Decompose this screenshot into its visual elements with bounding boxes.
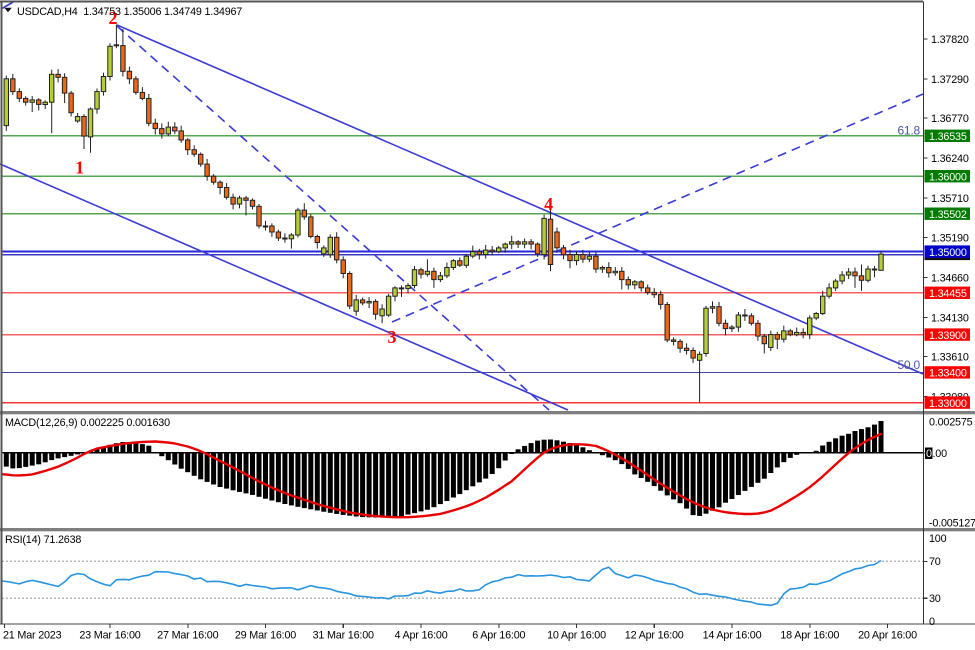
svg-text:4: 4 xyxy=(544,194,553,214)
svg-text:10 Apr 16:00: 10 Apr 16:00 xyxy=(547,630,606,642)
svg-text:31 Mar 16:00: 31 Mar 16:00 xyxy=(313,630,374,642)
svg-text:0.002575: 0.002575 xyxy=(929,417,973,429)
svg-text:1.36240: 1.36240 xyxy=(931,153,969,165)
svg-text:.00: .00 xyxy=(933,448,948,460)
svg-text:14 Apr 16:00: 14 Apr 16:00 xyxy=(703,630,762,642)
svg-text:1.34455: 1.34455 xyxy=(929,288,967,300)
svg-text:1.34130: 1.34130 xyxy=(931,312,969,324)
svg-text:21 Mar 2023: 21 Mar 2023 xyxy=(3,630,62,642)
svg-text:1.33000: 1.33000 xyxy=(929,398,967,410)
svg-text:29 Mar 16:00: 29 Mar 16:00 xyxy=(235,630,296,642)
svg-text:70: 70 xyxy=(929,556,941,568)
svg-text:1.35502: 1.35502 xyxy=(929,209,967,221)
svg-text:1.33400: 1.33400 xyxy=(929,368,967,380)
svg-text:2: 2 xyxy=(109,8,118,28)
svg-text:-0.005127: -0.005127 xyxy=(929,518,975,530)
svg-text:18 Apr 16:00: 18 Apr 16:00 xyxy=(780,630,839,642)
svg-text:1.35190: 1.35190 xyxy=(931,232,969,244)
svg-text:100: 100 xyxy=(929,533,947,545)
svg-text:27 Mar 16:00: 27 Mar 16:00 xyxy=(157,630,218,642)
svg-text:MACD(12,26,9) 0.002225 0.00163: MACD(12,26,9) 0.002225 0.001630 xyxy=(5,417,170,429)
svg-text:3: 3 xyxy=(388,327,397,347)
svg-text:USDCAD,H4 1.34753 1.35006 1.3: USDCAD,H4 1.34753 1.35006 1.34749 1.3496… xyxy=(17,6,242,18)
svg-text:0: 0 xyxy=(929,616,935,628)
svg-text:1.36000: 1.36000 xyxy=(929,171,967,183)
svg-text:1.37820: 1.37820 xyxy=(931,34,969,46)
svg-text:0: 0 xyxy=(926,448,932,460)
svg-text:61.8: 61.8 xyxy=(897,124,920,138)
svg-text:4 Apr 16:00: 4 Apr 16:00 xyxy=(394,630,447,642)
svg-text:1.34660: 1.34660 xyxy=(931,272,969,284)
svg-text:1.36535: 1.36535 xyxy=(929,131,967,143)
svg-text:1.37290: 1.37290 xyxy=(931,74,969,86)
svg-text:1: 1 xyxy=(75,158,84,178)
svg-text:1.33610: 1.33610 xyxy=(931,352,969,364)
svg-text:RSI(14) 71.2638: RSI(14) 71.2638 xyxy=(5,534,81,546)
svg-text:1.33900: 1.33900 xyxy=(929,330,967,342)
svg-text:6 Apr 16:00: 6 Apr 16:00 xyxy=(472,630,525,642)
svg-text:30: 30 xyxy=(929,593,941,605)
svg-text:1.35000: 1.35000 xyxy=(929,247,967,259)
svg-text:23 Mar 16:00: 23 Mar 16:00 xyxy=(79,630,140,642)
svg-text:50.0: 50.0 xyxy=(897,358,920,372)
svg-text:1.36770: 1.36770 xyxy=(931,113,969,125)
svg-text:1.35710: 1.35710 xyxy=(931,193,969,205)
svg-text:20 Apr 16:00: 20 Apr 16:00 xyxy=(858,630,917,642)
svg-text:12 Apr 16:00: 12 Apr 16:00 xyxy=(625,630,684,642)
